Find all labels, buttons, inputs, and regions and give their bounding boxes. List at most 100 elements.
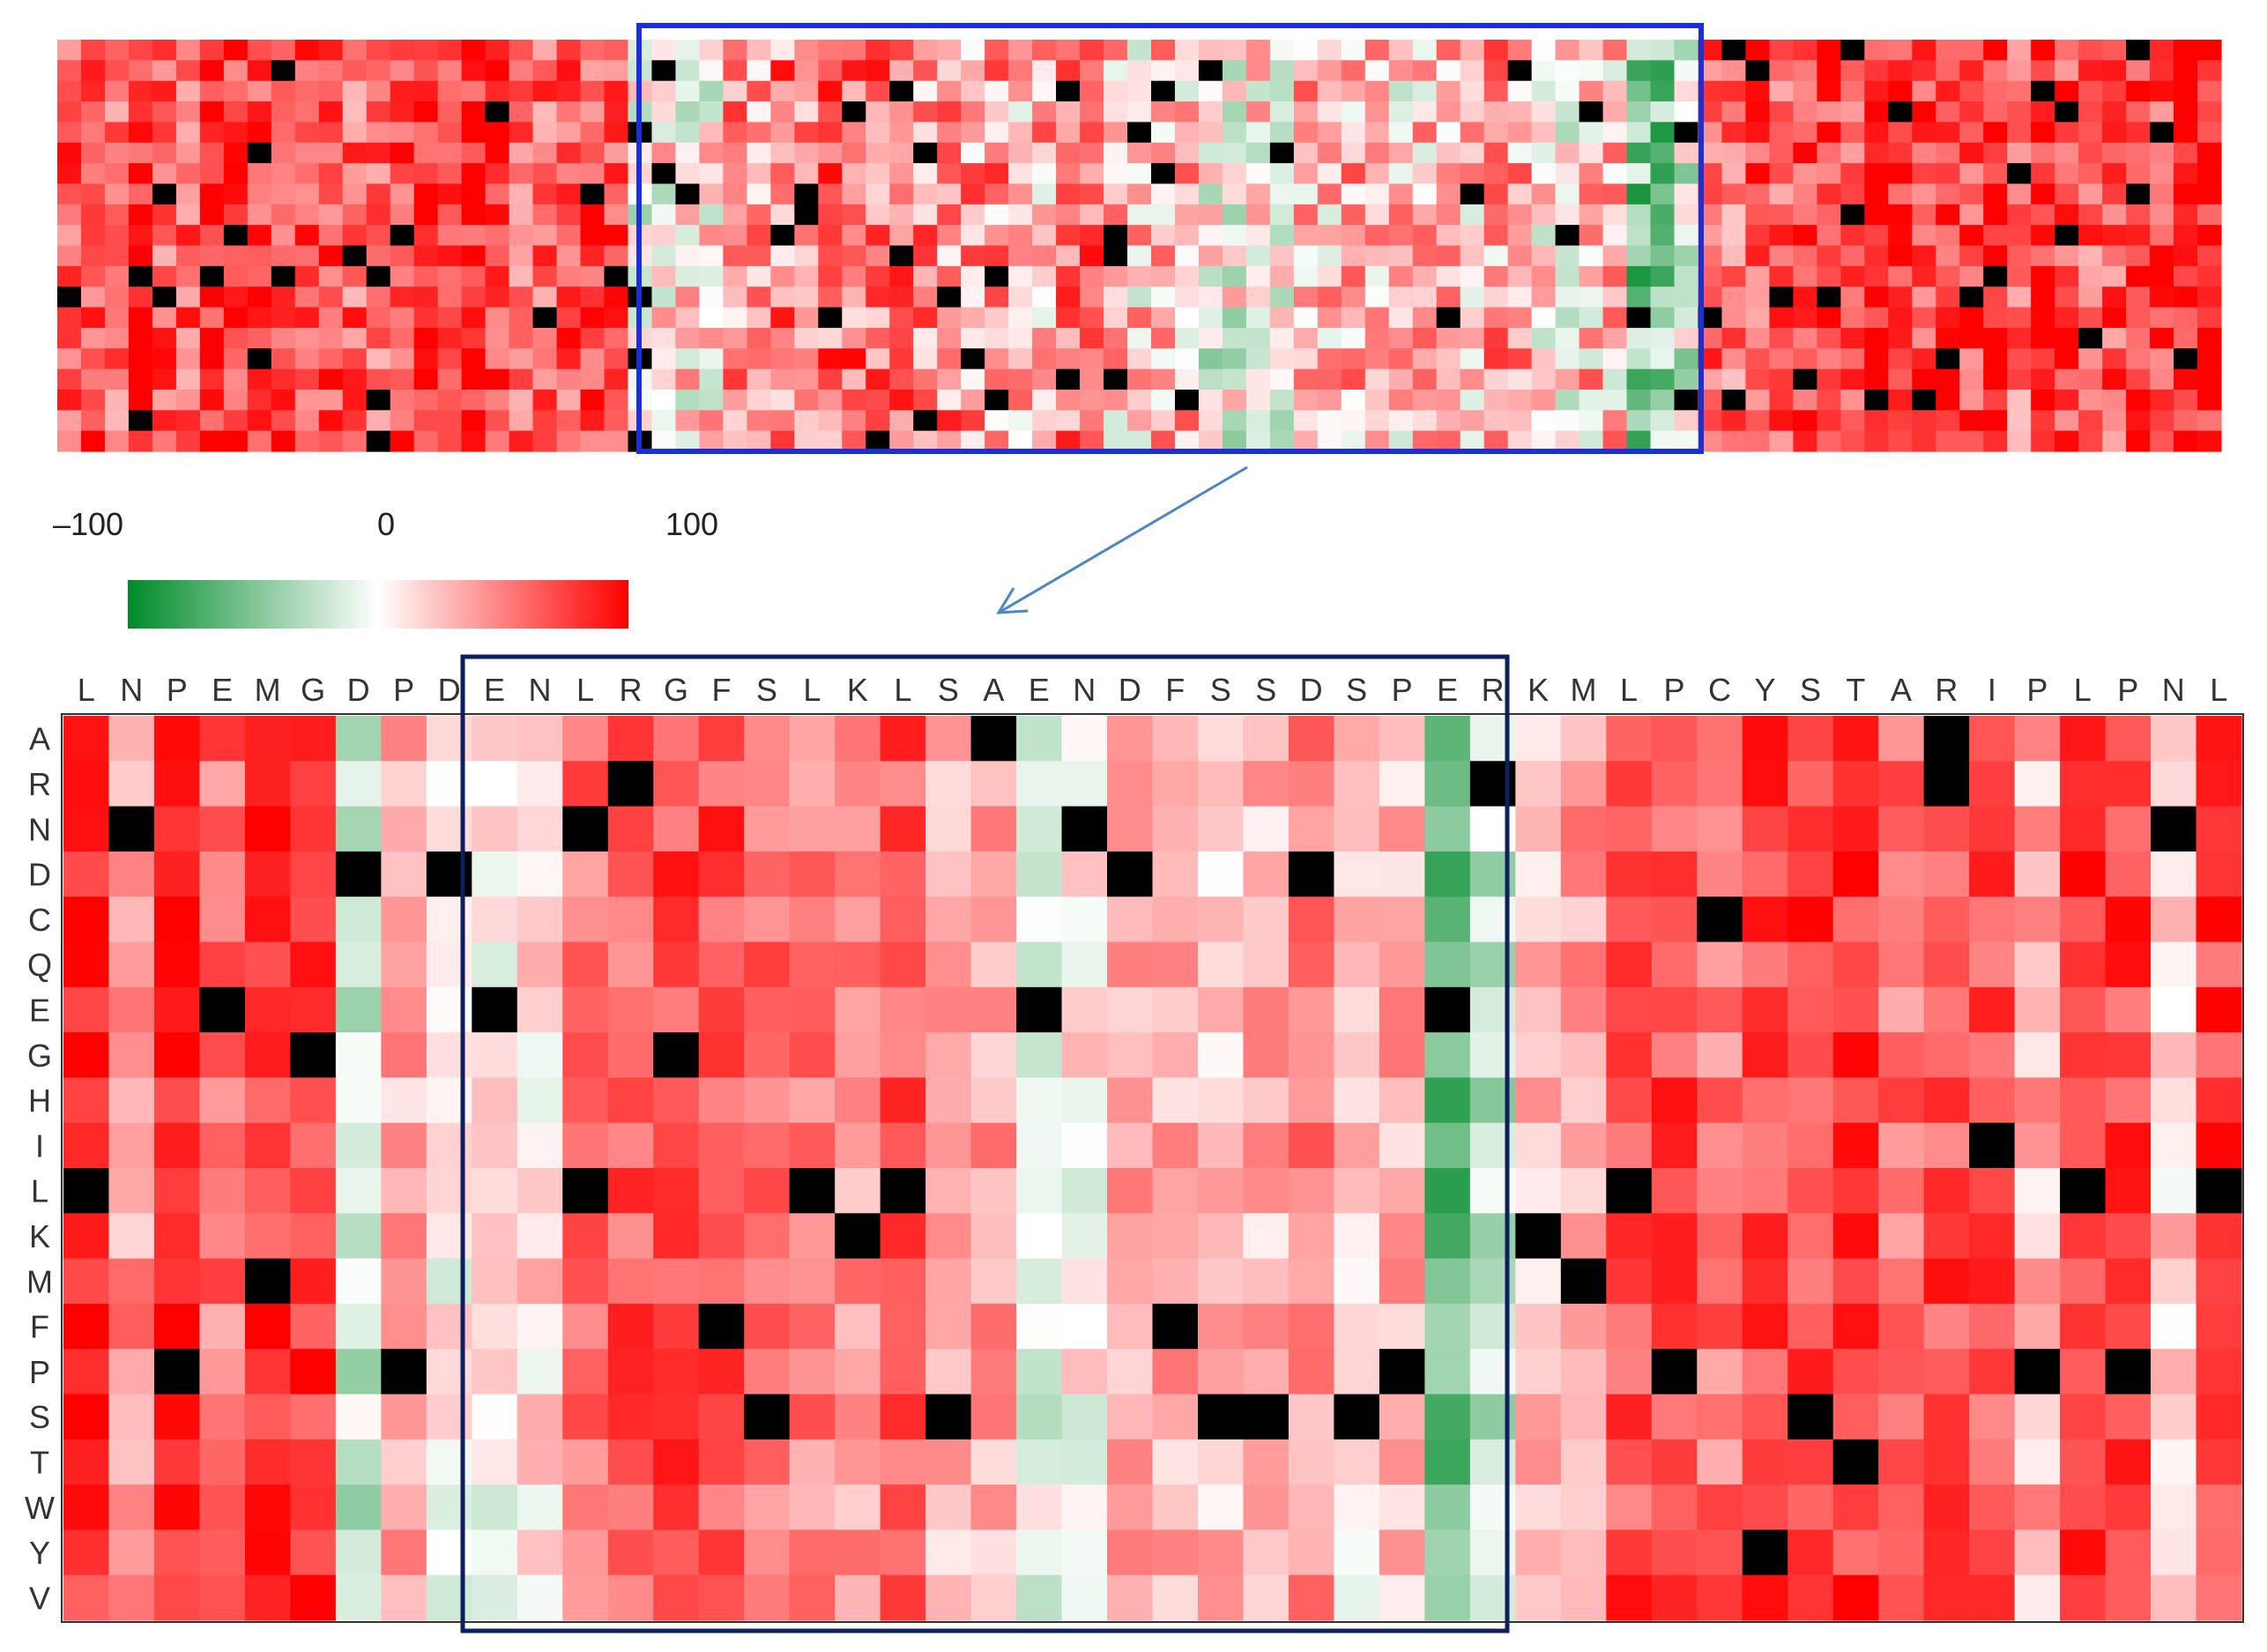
heatmap-cell <box>108 1303 155 1350</box>
overview-cell <box>1817 307 1841 329</box>
overview-cell <box>175 204 201 226</box>
heatmap-cell <box>1379 1574 1425 1621</box>
overview-cell <box>1222 286 1247 309</box>
heatmap-cell <box>1424 806 1471 852</box>
heatmap-cell <box>472 1213 518 1260</box>
overview-cell <box>2197 183 2222 205</box>
overview-cell <box>1460 389 1485 411</box>
overview-cell <box>1674 80 1699 102</box>
heatmap-cell <box>153 1303 201 1350</box>
heatmap-cell <box>1061 1574 1108 1621</box>
overview-cell <box>2078 327 2103 349</box>
y-tick-label: V <box>29 1580 50 1616</box>
overview-cell <box>1793 265 1817 287</box>
overview-cell <box>1080 101 1104 123</box>
overview-cell <box>247 204 272 226</box>
overview-cell <box>1293 101 1319 123</box>
overview-cell <box>2126 410 2151 432</box>
overview-cell <box>1983 225 2008 247</box>
overview-cell <box>57 142 82 164</box>
overview-cell <box>413 286 439 309</box>
heatmap-cell <box>1969 1574 2016 1621</box>
overview-cell <box>318 286 344 309</box>
heatmap-cell <box>880 1077 926 1124</box>
overview-cell <box>1460 368 1485 391</box>
heatmap-cell <box>108 986 155 1033</box>
y-tick-label: T <box>30 1444 49 1480</box>
heatmap-cell <box>1107 1122 1154 1169</box>
heatmap-cell <box>1016 1485 1063 1530</box>
overview-cell <box>461 368 487 391</box>
overview-cell <box>175 327 201 349</box>
heatmap-cell <box>244 716 291 762</box>
heatmap-cell <box>290 941 337 988</box>
overview-cell <box>271 265 296 287</box>
overview-cell <box>770 327 795 349</box>
overview-cell <box>152 327 177 349</box>
overview-cell <box>1222 40 1247 61</box>
x-tick-label: P <box>2117 672 2138 708</box>
overview-cell <box>485 122 510 144</box>
heatmap-cell <box>1878 941 1925 988</box>
overview-cell <box>937 286 962 309</box>
overview-cell <box>1602 245 1628 267</box>
heatmap-cell <box>2105 1258 2152 1305</box>
overview-cell <box>2197 204 2222 226</box>
heatmap-cell <box>835 1349 881 1395</box>
overview-cell <box>1174 80 1200 102</box>
heatmap-cell <box>925 1574 972 1621</box>
overview-cell <box>1531 101 1557 123</box>
overview-cell <box>866 80 890 102</box>
overview-cell <box>842 163 866 185</box>
heatmap-cell <box>607 716 654 762</box>
overview-cell <box>1912 286 1936 309</box>
overview-cell <box>2102 265 2127 287</box>
overview-cell <box>818 286 843 309</box>
overview-cell <box>1959 142 1984 164</box>
heatmap-cell <box>2014 1077 2061 1124</box>
overview-cell <box>747 389 771 411</box>
heatmap-cell <box>607 851 654 897</box>
overview-cell <box>437 225 463 247</box>
overview-cell <box>461 430 487 452</box>
heatmap-cell <box>1243 1529 1290 1576</box>
heatmap-cell <box>880 1168 926 1214</box>
overview-cell <box>366 225 391 247</box>
overview-cell <box>1650 101 1676 123</box>
overview-cell <box>1555 40 1580 61</box>
overview-cell <box>1222 348 1247 370</box>
overview-cell <box>1412 142 1438 164</box>
overview-cell <box>1269 40 1295 61</box>
overview-cell <box>2031 410 2055 432</box>
overview-cell <box>152 389 177 411</box>
overview-cell <box>437 327 463 349</box>
overview-cell <box>2126 389 2151 411</box>
overview-cell <box>1056 410 1081 432</box>
heatmap-cell <box>1923 851 1970 897</box>
heatmap-cell <box>562 1077 609 1124</box>
overview-cell <box>675 389 701 411</box>
heatmap-cell <box>698 851 745 897</box>
overview-cell <box>937 183 962 205</box>
overview-cell <box>1056 348 1081 370</box>
heatmap-cell <box>335 1213 382 1260</box>
heatmap-cell <box>517 1168 563 1214</box>
overview-cell <box>1317 265 1342 287</box>
heatmap-cell <box>2105 1529 2152 1576</box>
heatmap-cell <box>789 1349 836 1395</box>
overview-cell <box>1602 40 1628 61</box>
heatmap-cell <box>63 1032 110 1078</box>
x-tick-label: L <box>576 672 594 708</box>
overview-cell <box>1127 430 1152 452</box>
heatmap-cell <box>970 1574 1017 1621</box>
overview-cell <box>2174 410 2198 432</box>
overview-cell <box>1056 142 1081 164</box>
overview-cell <box>580 142 606 164</box>
heatmap-cell <box>1379 1077 1425 1124</box>
overview-cell <box>1008 410 1033 432</box>
overview-cell <box>2031 430 2055 452</box>
overview-cell <box>175 286 201 309</box>
overview-cell <box>580 348 606 370</box>
overview-cell <box>889 286 914 309</box>
overview-cell <box>1626 410 1652 432</box>
